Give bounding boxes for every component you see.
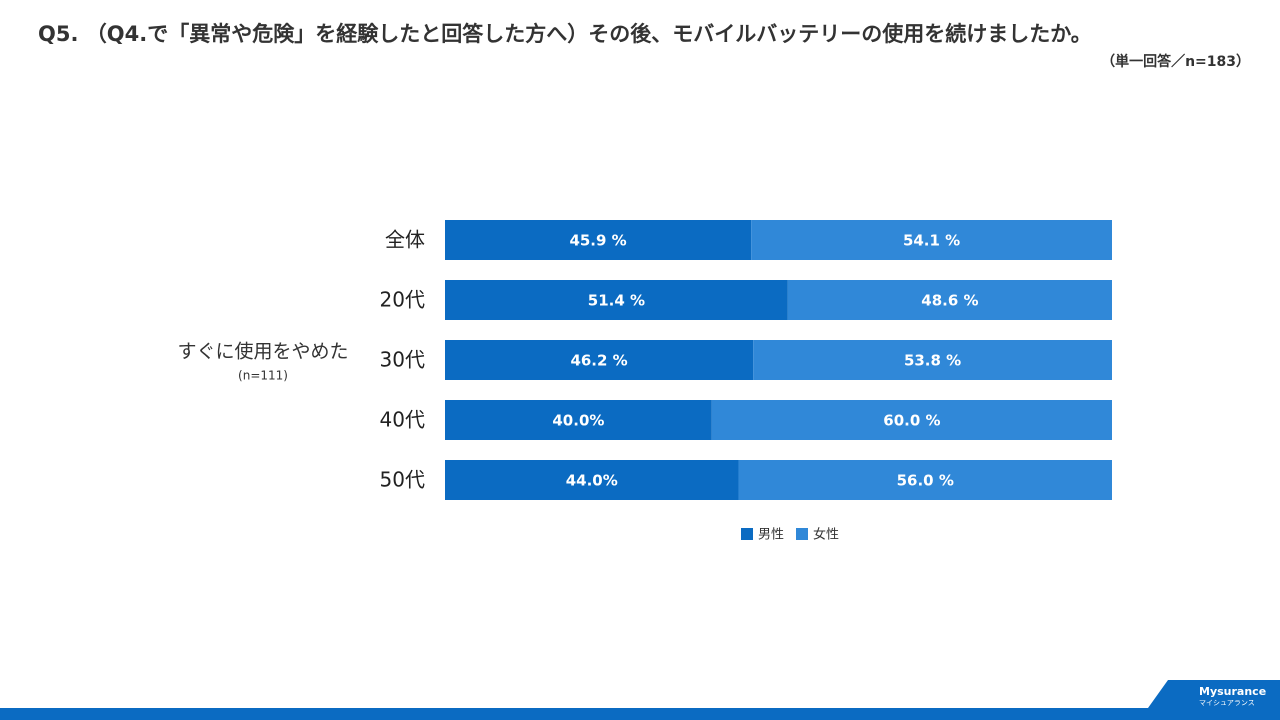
bar-segment: [751, 220, 1112, 260]
legend-swatch: [796, 528, 808, 540]
value-label: 56.0 %: [897, 472, 954, 490]
bar-segment: [445, 460, 739, 500]
bar-segment: [753, 340, 1112, 380]
bar-segment: [445, 280, 788, 320]
legend-label: 女性: [813, 527, 839, 543]
category-label: 50代: [380, 468, 425, 492]
logo-text: Mysurance: [1199, 685, 1266, 698]
value-label: 46.2 %: [570, 352, 627, 370]
logo-shape: [1148, 680, 1280, 708]
bar-segment: [445, 340, 754, 380]
value-label: 51.4 %: [588, 292, 645, 310]
logo-kana: マイシュアランス: [1199, 699, 1255, 707]
footer-bar: [0, 708, 1280, 720]
category-label: 20代: [380, 288, 425, 312]
bar-segment: [738, 460, 1112, 500]
value-label: 48.6 %: [921, 292, 978, 310]
legend-swatch: [741, 528, 753, 540]
category-label: 40代: [380, 408, 425, 432]
group-label: すぐに使用をやめた: [177, 341, 348, 363]
bar-segment: [787, 280, 1112, 320]
legend-label: 男性: [758, 528, 784, 543]
value-label: 60.0 %: [883, 412, 940, 430]
bar-segment: [445, 220, 752, 260]
value-label: 53.8 %: [904, 352, 961, 370]
bar-segment: [711, 400, 1112, 440]
value-label: 44.0%: [566, 472, 618, 490]
category-label: 30代: [380, 348, 425, 372]
category-label: 全体: [385, 228, 425, 252]
value-label: 54.1 %: [903, 232, 960, 250]
group-n: (n=111): [238, 369, 288, 383]
value-label: 40.0%: [552, 412, 604, 430]
chart-subtitle: （単一回答／n=183）: [1101, 53, 1250, 70]
bar-segment: [445, 400, 712, 440]
value-label: 45.9 %: [569, 232, 626, 250]
chart-title: Q5. （Q4.で「異常や危険」を経験したと回答した方へ）その後、モバイルバッテ…: [38, 22, 1092, 46]
